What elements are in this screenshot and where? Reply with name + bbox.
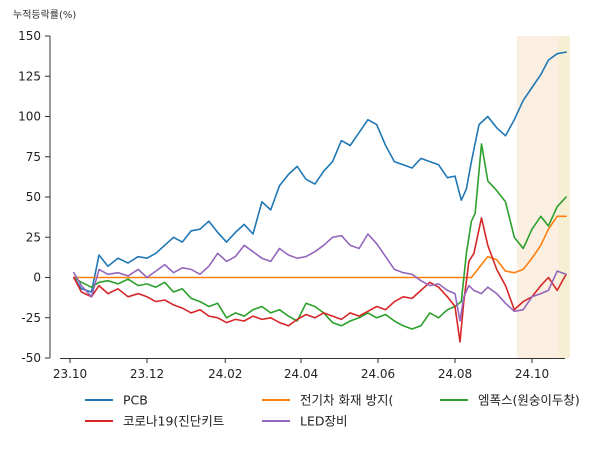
series-line-2 [73, 215, 567, 279]
x-tick-label: 24.06 [361, 367, 395, 381]
legend-label: PCB [123, 393, 148, 408]
axes: 누적등락률(%) -50 -25 0 25 50 75 100 125 150 23.10 23.1… [13, 9, 565, 381]
x-tick-label: 23.10 [53, 367, 87, 381]
legend-label: 코로나19(진단키트 [123, 414, 224, 429]
x-tick-label: 24.02 [208, 367, 242, 381]
y-unit-label: 누적등락률(%) [13, 9, 76, 21]
legend: PCB 전기차 화재 방지( 엠폭스(원숭이두창) 코로나19(진단키트 LED장비 [85, 393, 580, 429]
y-tick-label: 50 [26, 190, 41, 204]
y-tick-label: 0 [33, 271, 41, 285]
x-tick-label: 24.08 [438, 367, 472, 381]
x-tick-label: 24.04 [284, 367, 318, 381]
legend-label: 엠폭스(원숭이두창) [478, 393, 580, 408]
y-tick-label: 75 [26, 150, 41, 164]
y-tick-label: -25 [21, 311, 41, 325]
series-line-1 [73, 51, 567, 293]
series-line-3 [73, 143, 567, 330]
series-line-5 [73, 233, 567, 322]
highlight-band-2 [558, 36, 570, 358]
y-tick-label: 100 [18, 110, 41, 124]
series-line-4 [73, 217, 567, 343]
legend-label: 전기차 화재 방지( [300, 393, 393, 408]
y-tick-label: 25 [26, 230, 41, 244]
series-lines [73, 51, 567, 343]
y-tick-label: -50 [21, 351, 41, 365]
legend-label: LED장비 [300, 414, 348, 429]
x-tick-label: 23.12 [130, 367, 164, 381]
highlight-bands [516, 36, 570, 358]
y-tick-label: 125 [18, 69, 41, 83]
x-tick-label: 24.10 [515, 367, 549, 381]
y-tick-label: 150 [18, 29, 41, 43]
